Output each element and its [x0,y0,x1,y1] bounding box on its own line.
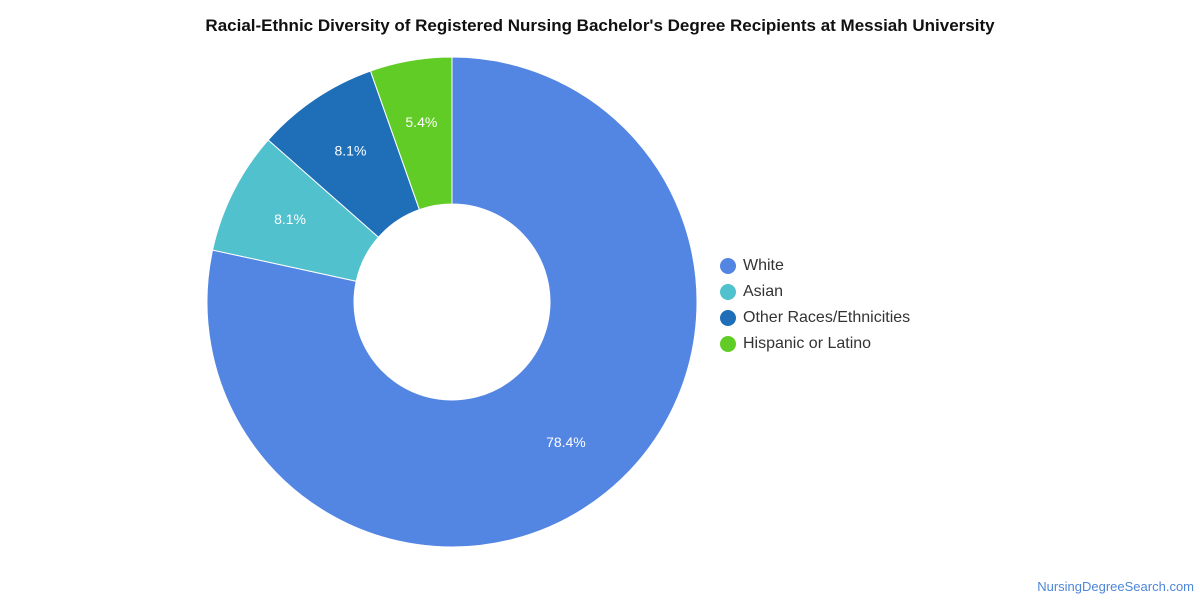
chart-title: Racial-Ethnic Diversity of Registered Nu… [205,16,995,35]
slice-white[interactable] [206,56,698,548]
legend-swatch-hispanic-latino [720,336,736,352]
footer-credit-link[interactable]: NursingDegreeSearch.com [1037,579,1194,594]
legend-label-other-races: Other Races/Ethnicities [743,309,911,326]
legend-label-white: White [743,257,784,274]
legend-item-hispanic-latino[interactable]: Hispanic or Latino [720,331,910,357]
slice-label-white: 78.4% [546,434,586,450]
legend-swatch-asian [720,284,736,300]
legend-swatch-white [720,258,736,274]
chart-legend: White Asian Other Races/Ethnicities Hisp… [720,253,910,357]
legend-label-hispanic-latino: Hispanic or Latino [743,335,872,352]
slice-label-asian: 8.1% [274,211,306,227]
slice-label-hispanic-latino: 5.4% [405,114,437,130]
slice-label-other-races: 8.1% [334,142,366,158]
legend-swatch-other-races [720,310,736,326]
slice-hispanic-latino[interactable] [369,56,453,211]
legend-label-asian: Asian [743,283,784,300]
legend-item-other-races[interactable]: Other Races/Ethnicities [720,305,910,331]
legend-item-asian[interactable]: Asian [720,279,910,305]
legend-item-white[interactable]: White [720,253,910,279]
